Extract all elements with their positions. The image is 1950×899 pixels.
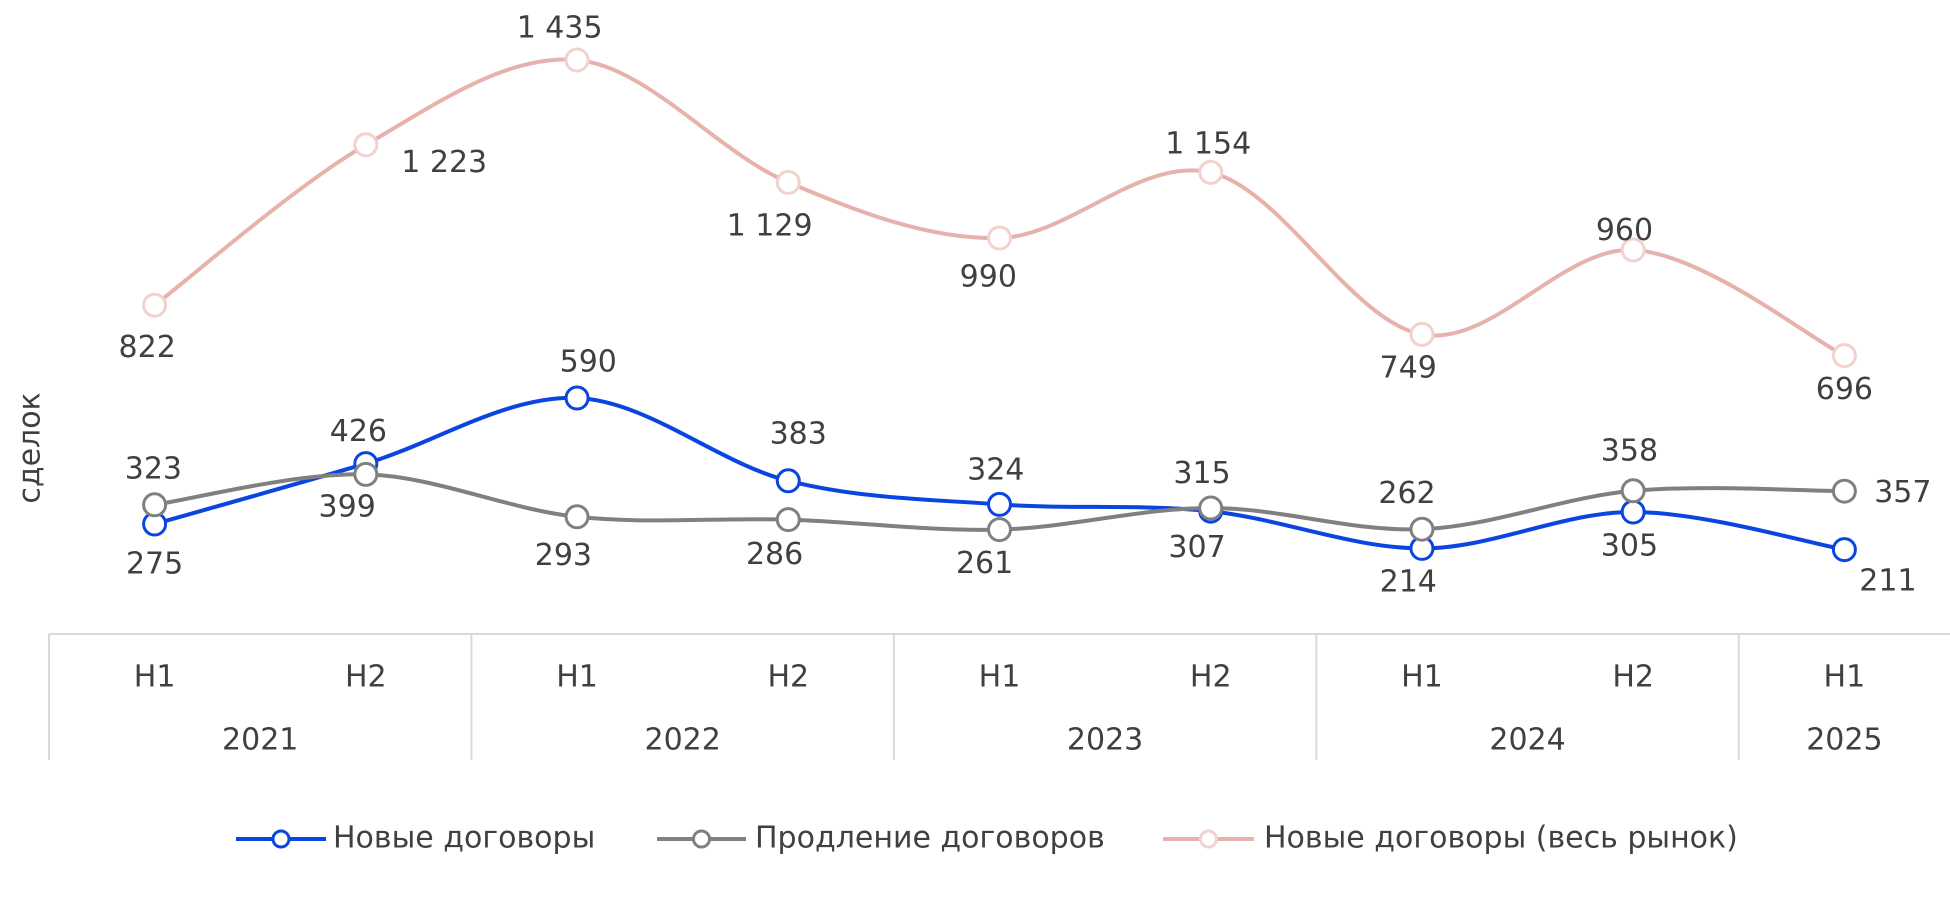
point-marker xyxy=(1620,237,1646,263)
point-marker xyxy=(987,225,1012,251)
data-label: 307 xyxy=(1168,530,1225,565)
data-label: 696 xyxy=(1816,372,1873,407)
x-tick-label: H2 xyxy=(1190,660,1232,695)
x-tick-label: H2 xyxy=(767,660,809,695)
data-label: 262 xyxy=(1378,476,1435,511)
data-label: 590 xyxy=(560,345,617,380)
data-label: 990 xyxy=(960,259,1017,294)
x-tick-label: H1 xyxy=(134,660,176,695)
legend-marker xyxy=(692,829,711,849)
point-marker xyxy=(1831,478,1857,504)
y-axis-label: сделок xyxy=(13,392,48,503)
data-label: 822 xyxy=(119,330,176,365)
data-label: 358 xyxy=(1601,434,1658,469)
x-group-label: 2022 xyxy=(644,723,720,758)
data-label: 323 xyxy=(125,451,182,486)
point-marker xyxy=(775,507,801,533)
point-marker xyxy=(564,47,590,73)
point-marker xyxy=(1831,537,1857,563)
legend-marker xyxy=(271,829,291,849)
data-label: 305 xyxy=(1601,528,1658,563)
point-marker xyxy=(1409,321,1435,347)
data-label: 286 xyxy=(746,537,803,572)
x-tick-label: H1 xyxy=(1824,660,1866,695)
x-group-label: 2025 xyxy=(1806,723,1882,758)
data-label: 1 129 xyxy=(727,209,813,244)
data-label: 275 xyxy=(126,547,183,582)
series-line xyxy=(153,57,1846,358)
data-label: 261 xyxy=(956,546,1013,581)
x-group-label: 2021 xyxy=(222,723,298,758)
legend-label: Новые договоры (весь рынок) xyxy=(1264,821,1738,856)
data-label: 211 xyxy=(1859,563,1916,598)
point-marker xyxy=(1831,343,1857,369)
x-tick-label: H1 xyxy=(979,660,1021,695)
point-marker xyxy=(353,132,379,158)
data-label: 214 xyxy=(1380,565,1437,600)
x-group-label: 2023 xyxy=(1067,723,1143,758)
point-marker xyxy=(1620,478,1646,504)
point-marker xyxy=(1198,159,1224,185)
point-marker xyxy=(564,504,590,530)
data-label: 426 xyxy=(330,414,387,449)
x-tick-label: H2 xyxy=(345,660,387,695)
legend-label: Продление договоров xyxy=(755,821,1105,856)
data-label: 357 xyxy=(1874,475,1931,510)
point-marker xyxy=(353,461,379,487)
legend-label: Новые договоры xyxy=(333,821,595,856)
point-marker xyxy=(775,169,801,195)
legend-marker xyxy=(1199,829,1218,849)
point-marker xyxy=(1620,499,1646,525)
series-lines: 275 426 590 383 324 307 214 305 211 323 399 293 286 2… xyxy=(119,10,1932,599)
point-marker xyxy=(1198,495,1224,521)
x-tick-label: H1 xyxy=(556,660,598,695)
x-tick-label: H1 xyxy=(1401,660,1443,695)
data-label: 749 xyxy=(1380,351,1437,386)
data-label: 1 223 xyxy=(401,145,487,180)
data-label: 1 435 xyxy=(517,10,603,45)
point-marker xyxy=(987,517,1012,543)
data-label: 315 xyxy=(1173,456,1230,491)
point-marker xyxy=(1409,516,1435,542)
point-marker xyxy=(775,468,801,494)
data-label: 383 xyxy=(770,416,827,451)
legend: Новые договоры Продление договоров Новые д… xyxy=(236,821,1738,856)
data-label: 1 154 xyxy=(1165,127,1251,162)
data-label: 324 xyxy=(967,452,1024,487)
point-marker xyxy=(564,385,590,411)
category-axis: H1 H2 H1 H2 H1 H2 H1 H2 H1 2021 2022 2023 2024 2025 xyxy=(48,633,1950,760)
data-label: 293 xyxy=(535,538,592,573)
point-marker xyxy=(142,492,168,518)
data-label: 399 xyxy=(319,489,376,524)
point-marker xyxy=(987,491,1012,517)
x-tick-label: H2 xyxy=(1612,660,1654,695)
data-label: 960 xyxy=(1596,213,1653,248)
x-group-label: 2024 xyxy=(1489,723,1565,758)
point-marker xyxy=(142,292,168,318)
